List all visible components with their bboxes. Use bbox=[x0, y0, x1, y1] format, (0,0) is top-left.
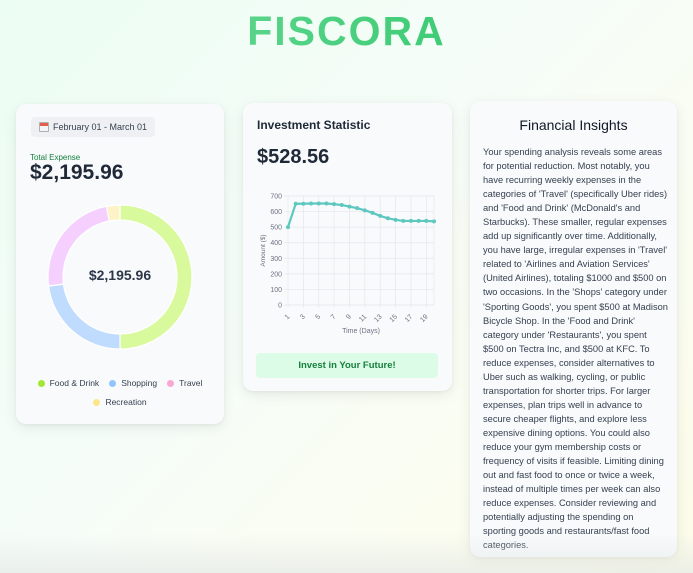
svg-text:13: 13 bbox=[373, 313, 384, 324]
chart-data-point[interactable] bbox=[339, 203, 344, 208]
donut-segment-recreation[interactable] bbox=[105, 204, 121, 222]
svg-text:600: 600 bbox=[270, 209, 282, 216]
chart-data-point[interactable] bbox=[324, 201, 329, 206]
legend-dot-icon bbox=[93, 398, 101, 406]
svg-text:7: 7 bbox=[330, 313, 338, 321]
svg-text:100: 100 bbox=[270, 287, 282, 294]
svg-text:5: 5 bbox=[314, 313, 322, 321]
svg-text:200: 200 bbox=[270, 271, 282, 278]
financial-insights-card: Financial Insights Your spending analysi… bbox=[470, 101, 677, 557]
chart-data-point[interactable] bbox=[393, 217, 398, 222]
calendar-icon bbox=[39, 122, 49, 132]
chart-data-point[interactable] bbox=[347, 204, 352, 209]
legend-item-travel[interactable]: Travel bbox=[167, 378, 202, 388]
chart-data-point[interactable] bbox=[401, 218, 406, 223]
chart-data-point[interactable] bbox=[286, 225, 290, 230]
chart-data-point[interactable] bbox=[301, 201, 306, 206]
legend-label: Recreation bbox=[105, 397, 147, 407]
svg-text:300: 300 bbox=[270, 256, 282, 263]
page-bottom-fade bbox=[0, 533, 693, 573]
svg-text:500: 500 bbox=[270, 225, 282, 232]
legend-item-food-drink[interactable]: Food & Drink bbox=[37, 378, 100, 388]
svg-text:Amount ($): Amount ($) bbox=[260, 234, 267, 266]
donut-legend: Food & Drink Shopping Travel Recreation bbox=[16, 378, 224, 407]
chart-data-point[interactable] bbox=[378, 213, 383, 218]
chart-data-point[interactable] bbox=[316, 201, 321, 206]
total-expense-label: Total Expense bbox=[30, 153, 81, 162]
chart-data-point[interactable] bbox=[432, 219, 436, 224]
svg-text:400: 400 bbox=[270, 240, 282, 247]
svg-text:0: 0 bbox=[278, 303, 282, 310]
svg-text:19: 19 bbox=[419, 313, 430, 324]
total-expense-value: $2,195.96 bbox=[30, 161, 124, 184]
investment-card: Investment Statistic $528.56 0 100 200 300 4… bbox=[243, 103, 452, 391]
insights-text: Your spending analysis reveals some area… bbox=[483, 147, 668, 550]
investment-title: Investment Statistic bbox=[257, 118, 371, 132]
chart-data-point[interactable] bbox=[408, 218, 413, 223]
legend-dot-icon bbox=[37, 379, 45, 387]
date-range-label: February 01 - March 01 bbox=[53, 122, 148, 132]
legend-label: Travel bbox=[179, 378, 203, 388]
app-logo: FISCORA bbox=[0, 8, 693, 55]
chart-data-point[interactable] bbox=[362, 208, 367, 213]
chart-data-point[interactable] bbox=[309, 201, 314, 206]
chart-data-point[interactable] bbox=[416, 218, 421, 223]
legend-label: Food & Drink bbox=[49, 378, 100, 388]
legend-dot-icon bbox=[109, 379, 117, 387]
chart-data-point[interactable] bbox=[424, 218, 429, 223]
legend-label: Shopping bbox=[121, 378, 158, 388]
svg-text:Time (Days): Time (Days) bbox=[342, 328, 380, 335]
svg-text:11: 11 bbox=[358, 313, 368, 323]
date-range-picker[interactable]: February 01 - March 01 bbox=[31, 117, 156, 137]
svg-text:15: 15 bbox=[389, 313, 400, 324]
legend-dot-icon bbox=[167, 379, 175, 387]
chart-data-point[interactable] bbox=[385, 216, 390, 221]
chart-data-point[interactable] bbox=[332, 202, 337, 207]
donut-center-value: $2,195.96 bbox=[88, 267, 152, 283]
svg-text:17: 17 bbox=[404, 313, 415, 324]
svg-text:700: 700 bbox=[270, 194, 282, 201]
chart-data-point[interactable] bbox=[370, 210, 375, 215]
svg-text:1: 1 bbox=[284, 313, 292, 321]
expense-card: February 01 - March 01 Total Expense $2,… bbox=[16, 104, 224, 424]
insights-title: Financial Insights bbox=[519, 117, 628, 133]
legend-item-shopping[interactable]: Shopping bbox=[109, 378, 157, 388]
investment-value: $528.56 bbox=[257, 146, 330, 168]
invest-button[interactable]: Invest in Your Future! bbox=[256, 353, 438, 378]
expense-donut-chart: $2,195.96 bbox=[47, 204, 193, 350]
svg-text:3: 3 bbox=[299, 313, 307, 321]
svg-text:9: 9 bbox=[345, 313, 353, 321]
legend-item-recreation[interactable]: Recreation bbox=[93, 397, 147, 407]
chart-data-point[interactable] bbox=[293, 201, 298, 206]
chart-data-point[interactable] bbox=[355, 206, 360, 211]
donut-segment-shopping[interactable] bbox=[47, 283, 121, 350]
